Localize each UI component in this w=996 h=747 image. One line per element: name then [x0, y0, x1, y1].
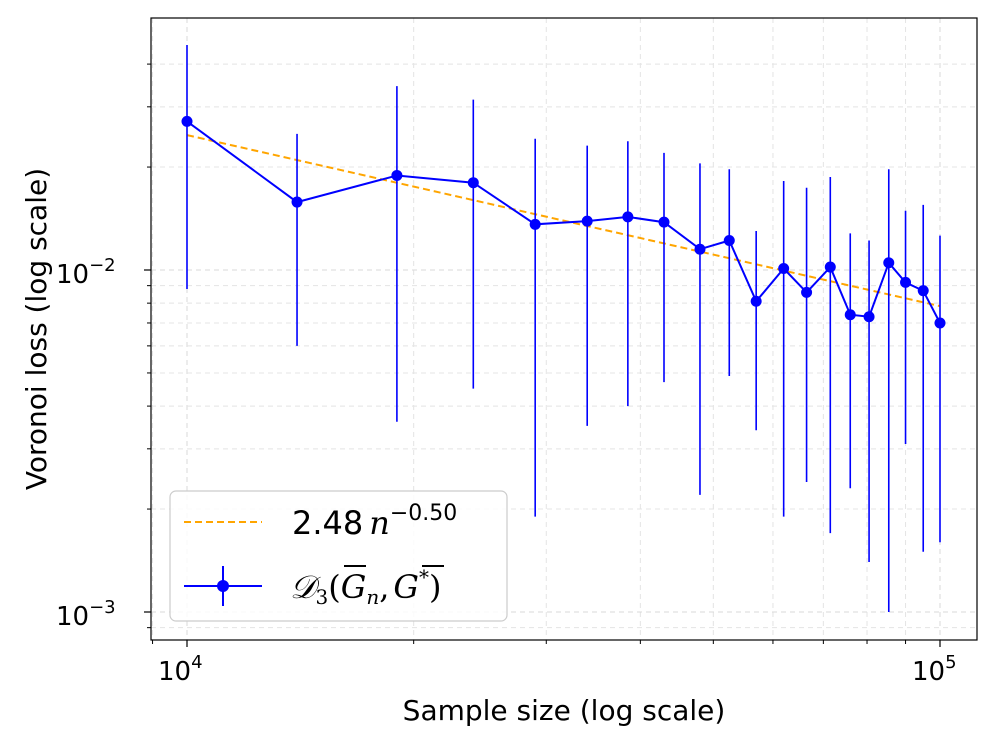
y-tick-label-1e-2: 10−2: [56, 255, 116, 290]
data-point: [883, 257, 895, 269]
series-layer: [181, 44, 946, 612]
y-axis-label: Voronoi loss (log scale): [20, 168, 53, 490]
data-point: [723, 234, 735, 246]
data-point: [529, 218, 541, 230]
legend-fit-label: 2.48 n−0.50: [292, 501, 457, 542]
x-axis-label: Sample size (log scale): [403, 694, 726, 727]
data-point: [934, 317, 946, 329]
x-tick-label-1e4: 104: [158, 652, 203, 687]
data-point: [658, 216, 670, 228]
data-point: [467, 177, 479, 189]
data-point: [824, 261, 836, 273]
x-tick-label-1e5: 105: [912, 652, 957, 687]
legend-box: [169, 490, 508, 622]
legend-data-label: 𝒟3(Gn, G*): [290, 565, 441, 609]
data-point: [750, 295, 762, 307]
data-point: [181, 115, 193, 127]
data-point: [622, 211, 634, 223]
data-point: [694, 243, 706, 255]
data-point: [391, 169, 403, 181]
legend: 2.48 n−0.50 𝒟3(Gn, G*): [169, 490, 508, 622]
data-point: [581, 215, 593, 227]
data-point: [801, 286, 813, 298]
data-point: [844, 309, 856, 321]
fit-line: [186, 134, 941, 308]
data-point: [291, 196, 303, 208]
data-point: [900, 276, 912, 288]
data-line: [186, 120, 941, 324]
legend-data-marker-swatch: [217, 580, 229, 592]
data-point: [917, 285, 929, 297]
ticks: [144, 63, 941, 647]
grid: [151, 18, 977, 640]
y-tick-label-1e-3: 10−3: [56, 597, 116, 632]
data-point: [863, 311, 875, 323]
data-point: [778, 263, 790, 275]
plot-frame: [150, 17, 978, 641]
